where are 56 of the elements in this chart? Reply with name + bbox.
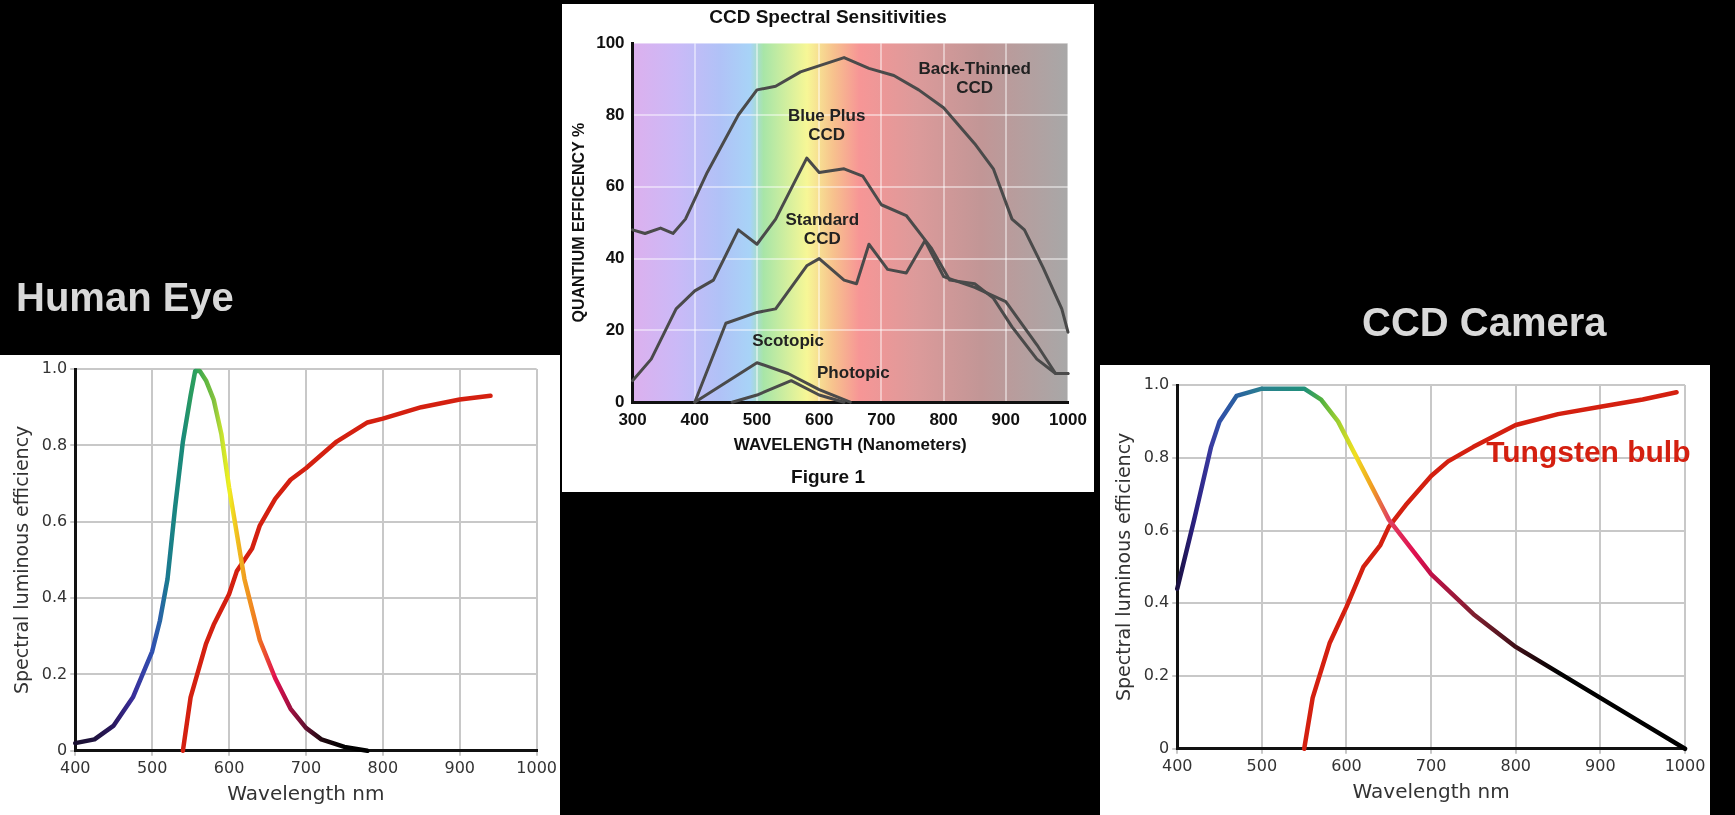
x-axis-title: Wavelength nm xyxy=(227,781,385,806)
x-tick-label: 400 xyxy=(680,410,709,430)
x-tick-label: 700 xyxy=(867,410,896,430)
y-tick-label: 1.0 xyxy=(41,358,68,378)
y-tick-label: 0 xyxy=(1159,737,1170,757)
y-axis-title: QUANTIUM EFFICENCY % xyxy=(570,122,588,323)
x-tick-label: 500 xyxy=(742,410,772,430)
x-axis-title: Wavelength nm xyxy=(1352,779,1510,804)
series-label: Blue Plus CCD xyxy=(787,105,866,144)
y-tick-label: 0.8 xyxy=(1143,446,1170,466)
y-tick-label: 40 xyxy=(605,248,625,268)
x-tick-label: 1000 xyxy=(1049,410,1087,430)
x-tick-label: 600 xyxy=(213,757,245,777)
x-tick-label: 500 xyxy=(136,757,168,777)
series-label: Photopic xyxy=(817,363,890,383)
x-tick-label: 700 xyxy=(290,757,322,777)
x-tick-label: 1000 xyxy=(516,757,557,777)
series-label: Standard CCD xyxy=(785,210,860,249)
y-tick-label: 0.2 xyxy=(41,663,68,683)
caption: Figure 1 xyxy=(790,466,866,488)
chart-title: CCD Spectral Sensitivities xyxy=(708,6,948,28)
series-label: Tungsten bulb xyxy=(1486,435,1691,469)
chart-title: CCD Camera xyxy=(1362,300,1607,345)
x-tick-label: 600 xyxy=(804,410,834,430)
x-tick-label: 400 xyxy=(1161,755,1193,775)
y-tick-label: 0.2 xyxy=(1143,665,1170,685)
y-tick-label: 80 xyxy=(605,104,625,124)
x-tick-label: 900 xyxy=(444,757,476,777)
y-tick-label: 1.0 xyxy=(1143,374,1170,394)
x-tick-label: 1000 xyxy=(1664,755,1706,775)
x-tick-label: 800 xyxy=(929,410,958,430)
y-tick-label: 0.8 xyxy=(41,434,68,454)
y-tick-label: 0 xyxy=(615,391,625,411)
x-tick-label: 300 xyxy=(618,410,647,430)
x-tick-label: 900 xyxy=(991,410,1020,430)
x-tick-label: 400 xyxy=(59,757,91,777)
y-tick-label: 0 xyxy=(57,739,68,759)
y-axis-title: Spectral luminous efficiency xyxy=(1112,432,1135,702)
y-tick-label: 60 xyxy=(605,176,625,196)
chart-title: Human Eye xyxy=(16,275,234,320)
x-tick-label: 600 xyxy=(1331,755,1362,775)
x-axis-title: WAVELENGTH (Nanometers) xyxy=(733,435,967,455)
y-tick-label: 0.4 xyxy=(41,587,68,607)
y-axis-title: Spectral luminous efficiency xyxy=(10,425,33,695)
y-tick-label: 100 xyxy=(596,32,625,52)
y-tick-label: 0.4 xyxy=(1143,592,1170,612)
x-tick-label: 500 xyxy=(1246,755,1278,775)
y-tick-label: 20 xyxy=(605,320,625,340)
series-label: Back-Thinned CCD xyxy=(918,59,1031,98)
x-tick-label: 800 xyxy=(1500,755,1532,775)
x-tick-label: 800 xyxy=(367,757,399,777)
y-tick-label: 0.6 xyxy=(41,510,68,530)
x-tick-label: 700 xyxy=(1415,755,1447,775)
series-label: Scotopic xyxy=(752,330,824,350)
x-tick-label: 900 xyxy=(1585,755,1616,775)
y-tick-label: 0.6 xyxy=(1143,519,1170,539)
